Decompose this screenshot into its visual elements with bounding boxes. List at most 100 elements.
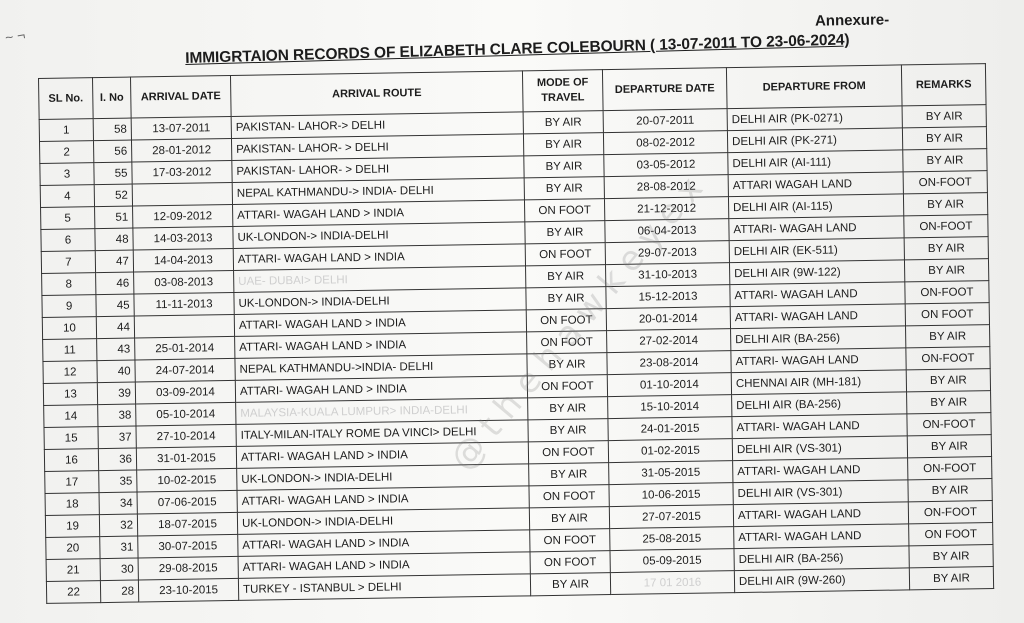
cell-departure-from: ATTARI- WAGAH LAND bbox=[730, 303, 906, 329]
cell-sl: 4 bbox=[40, 184, 95, 208]
cell-remarks: ON FOOT bbox=[908, 522, 993, 546]
cell-ino: 39 bbox=[97, 382, 136, 405]
cell-ino: 43 bbox=[96, 338, 135, 361]
cell-departure-from: ATTARI- WAGAH LAND bbox=[733, 523, 909, 549]
cell-arrival-date: 10-02-2015 bbox=[136, 468, 238, 492]
cell-sl: 2 bbox=[39, 140, 94, 164]
records-table-wrapper: SL No. I. No ARRIVAL DATE ARRIVAL ROUTE … bbox=[38, 63, 994, 604]
cell-remarks: BY AIR bbox=[906, 368, 991, 392]
cell-departure-date: 15-10-2014 bbox=[607, 394, 732, 419]
cell-mode: BY AIR bbox=[528, 462, 609, 486]
cell-ino: 51 bbox=[94, 206, 133, 229]
cell-arrival-date bbox=[134, 314, 235, 339]
cell-ino: 36 bbox=[98, 448, 137, 471]
cell-arrival-date: 03-09-2014 bbox=[135, 380, 236, 405]
cell-remarks: BY AIR bbox=[902, 126, 987, 150]
cell-remarks: BY AIR bbox=[908, 544, 994, 568]
cell-mode: ON FOOT bbox=[526, 330, 607, 354]
cell-departure-date: 20-07-2011 bbox=[603, 108, 728, 133]
cell-mode: BY AIR bbox=[523, 154, 605, 178]
cell-arrival-date: 28-01-2012 bbox=[131, 138, 232, 163]
cell-departure-date: 15-12-2013 bbox=[605, 284, 731, 309]
cell-remarks: BY AIR bbox=[906, 390, 991, 414]
cell-mode: ON FOOT bbox=[527, 374, 608, 398]
cell-sl: 21 bbox=[46, 558, 101, 582]
cell-ino: 31 bbox=[99, 535, 139, 559]
cell-ino: 35 bbox=[98, 469, 138, 493]
cell-sl: 7 bbox=[41, 250, 96, 274]
cell-arrival-date: 17-03-2012 bbox=[131, 160, 233, 185]
cell-arrival-date: 25-01-2014 bbox=[134, 336, 235, 361]
cell-sl: 6 bbox=[40, 228, 96, 252]
cell-remarks: BY AIR bbox=[909, 566, 994, 590]
cell-sl: 1 bbox=[39, 118, 94, 142]
cell-sl: 17 bbox=[44, 470, 100, 494]
header-arrival-date: ARRIVAL DATE bbox=[130, 75, 232, 119]
cell-departure-date: 10-06-2015 bbox=[608, 482, 734, 507]
cell-departure-date: 01-02-2015 bbox=[608, 438, 733, 463]
cell-remarks: ON FOOT bbox=[905, 302, 990, 326]
cell-mode: BY AIR bbox=[526, 352, 608, 376]
cell-departure-date: 25-08-2015 bbox=[609, 526, 734, 551]
cell-departure-from: DELHI AIR (BA-256) bbox=[730, 325, 906, 351]
cell-departure-from: DELHI AIR (VS-301) bbox=[732, 435, 908, 461]
cell-ino: 45 bbox=[95, 294, 135, 317]
cell-mode: BY AIR bbox=[527, 418, 609, 442]
cell-departure-from: DELHI AIR (9W-260) bbox=[734, 567, 910, 593]
cell-arrival-date: 23-10-2015 bbox=[138, 578, 239, 602]
cell-arrival-date bbox=[132, 182, 233, 207]
cell-arrival-date: 12-09-2012 bbox=[132, 204, 233, 229]
cell-sl: 18 bbox=[45, 492, 100, 516]
cell-arrival-date: 18-07-2015 bbox=[137, 512, 238, 536]
cell-mode: BY AIR bbox=[525, 264, 606, 288]
cell-sl: 9 bbox=[41, 294, 97, 318]
cell-departure-date: 31-05-2015 bbox=[608, 460, 733, 485]
cell-departure-date: 23-08-2014 bbox=[606, 350, 732, 375]
table-body: 1 58 13-07-2011 PAKISTAN- LAHOR-> DELHI BY A… bbox=[39, 104, 994, 604]
header-departure-date: DEPARTURE DATE bbox=[602, 67, 728, 111]
cell-departure-from: DELHI AIR (AI-111) bbox=[727, 149, 904, 175]
cell-mode: ON FOOT bbox=[530, 550, 611, 574]
cell-mode: ON FOOT bbox=[529, 528, 610, 552]
cell-remarks: BY AIR bbox=[902, 104, 987, 128]
cell-arrival-date: 31-01-2015 bbox=[136, 446, 237, 470]
cell-remarks: BY AIR bbox=[907, 434, 992, 458]
cell-departure-date: 24-01-2015 bbox=[607, 416, 733, 441]
header-arrival-route: ARRIVAL ROUTE bbox=[230, 70, 524, 117]
cell-departure-from: DELHI AIR (EK-511) bbox=[729, 237, 905, 263]
cell-arrival-date: 14-04-2013 bbox=[133, 248, 234, 273]
cell-departure-from: ATTARI- WAGAH LAND bbox=[733, 501, 909, 527]
cell-remarks: ON-FOOT bbox=[907, 456, 992, 480]
cell-sl: 14 bbox=[43, 404, 98, 428]
cell-departure-date: 27-02-2014 bbox=[606, 328, 731, 353]
cell-departure-date: 20-01-2014 bbox=[606, 306, 731, 331]
cell-departure-from: ATTARI- WAGAH LAND bbox=[728, 215, 905, 241]
cell-sl: 19 bbox=[45, 514, 100, 538]
cell-arrival-date: 05-10-2014 bbox=[135, 402, 236, 427]
cell-sl: 13 bbox=[43, 382, 98, 406]
header-i-no: I. No bbox=[92, 77, 132, 119]
cell-sl: 8 bbox=[41, 272, 96, 296]
cell-remarks: BY AIR bbox=[902, 148, 988, 172]
cell-route: TURKEY - ISTANBUL > DELHI bbox=[238, 573, 531, 601]
cell-remarks: BY AIR bbox=[905, 324, 990, 348]
cell-departure-from: DELHI AIR (AI-115) bbox=[728, 193, 904, 219]
immigration-records-table: SL No. I. No ARRIVAL DATE ARRIVAL ROUTE … bbox=[38, 63, 994, 604]
cell-ino: 46 bbox=[95, 272, 134, 295]
cell-remarks: ON-FOOT bbox=[903, 214, 989, 238]
cell-departure-date: 06-04-2013 bbox=[604, 218, 730, 243]
cell-ino: 32 bbox=[99, 513, 138, 537]
cell-departure-date: 03-05-2012 bbox=[603, 152, 729, 177]
cell-ino: 56 bbox=[93, 140, 132, 163]
cell-departure-date: 05-09-2015 bbox=[609, 548, 735, 573]
cell-departure-from: DELHI AIR (9W-122) bbox=[729, 259, 905, 285]
cell-arrival-date: 13-07-2011 bbox=[131, 116, 232, 141]
cell-departure-date: 08-02-2012 bbox=[603, 130, 728, 155]
cell-mode: BY AIR bbox=[527, 396, 608, 420]
cell-remarks: ON-FOOT bbox=[905, 346, 991, 370]
cell-sl: 3 bbox=[39, 162, 95, 186]
document-title: IMMIGRTAION RECORDS OF ELIZABETH CLARE C… bbox=[185, 31, 850, 67]
cell-ino: 58 bbox=[93, 118, 132, 141]
cell-ino: 37 bbox=[97, 426, 137, 449]
